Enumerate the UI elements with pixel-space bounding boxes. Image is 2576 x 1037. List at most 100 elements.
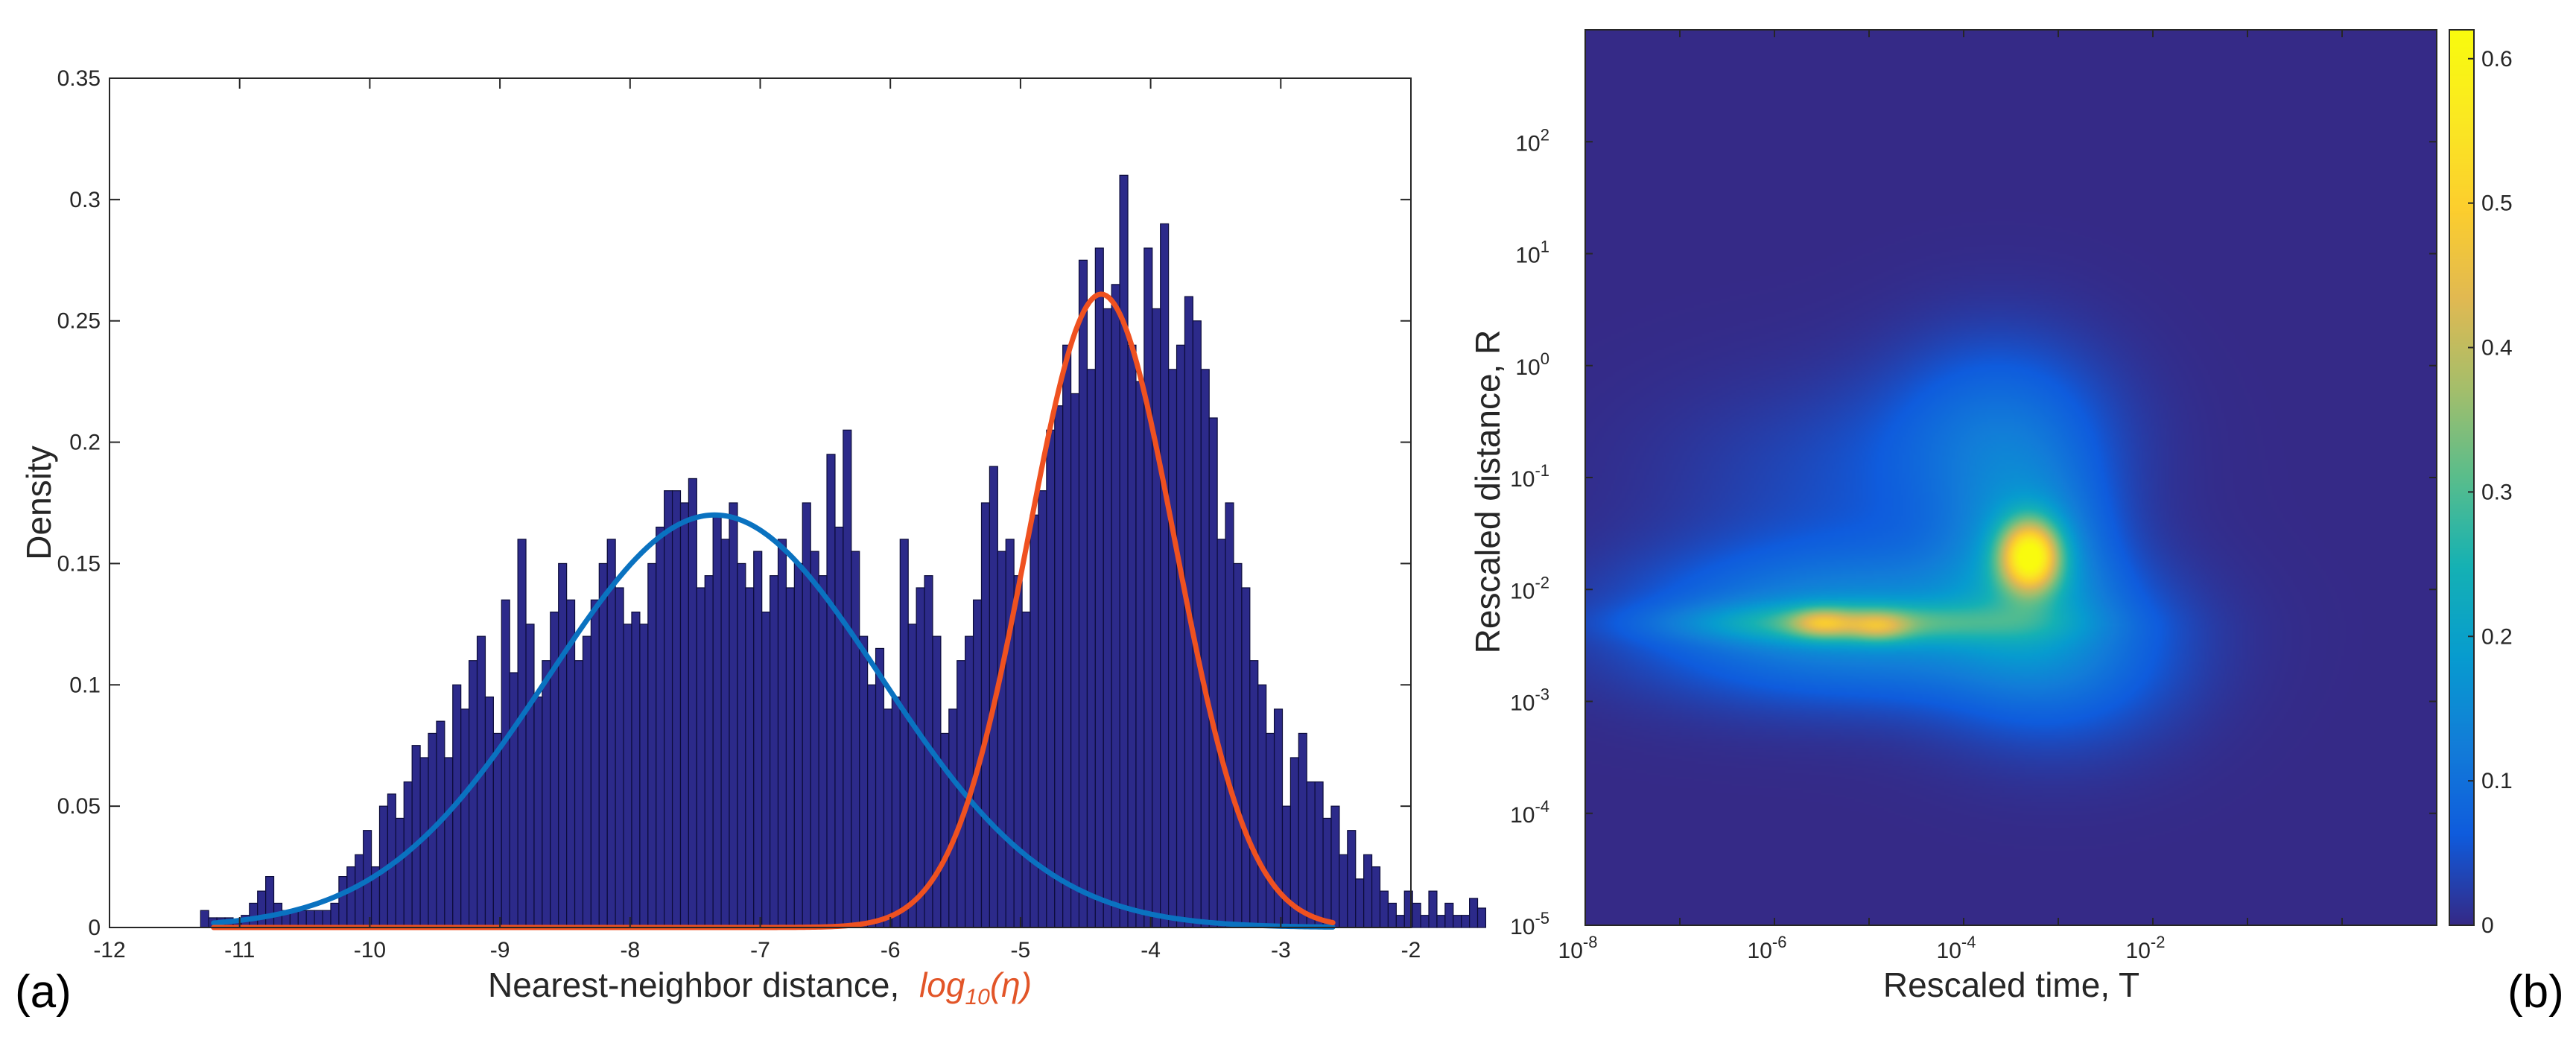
histogram-bar	[647, 562, 657, 928]
y-tick-label: 0	[88, 916, 101, 940]
histogram-bar	[615, 587, 624, 928]
histogram-bar	[330, 902, 340, 928]
histogram-bar	[1021, 611, 1031, 928]
histogram-bar	[891, 696, 901, 928]
panel-b-label: (b)	[2507, 966, 2564, 1018]
histogram-bar	[777, 539, 787, 928]
histogram-bar	[1281, 805, 1291, 928]
histogram-bar	[558, 562, 568, 928]
histogram-bar	[720, 539, 730, 928]
histogram-bar	[907, 624, 917, 928]
histogram-bar	[346, 866, 356, 928]
x-tick-label: 10-2	[2126, 933, 2166, 963]
histogram-bar	[1420, 915, 1430, 928]
colorbar-gradient	[2449, 30, 2474, 925]
histogram-bar	[1461, 915, 1471, 928]
histogram-bar	[509, 672, 518, 928]
histogram-bar	[1298, 732, 1307, 928]
heatmap-ylabel: Rescaled distance, R	[1468, 330, 1507, 654]
y-tick-label: 102	[1515, 125, 1549, 156]
y-tick-label: 0.15	[57, 551, 101, 576]
x-tick-label: -6	[881, 938, 901, 963]
histogram-bar	[859, 635, 869, 928]
histogram-bar	[679, 502, 690, 928]
histogram-bar	[745, 587, 755, 928]
histogram-bar	[249, 902, 258, 928]
histogram-bar	[338, 875, 348, 928]
histogram-bar	[355, 854, 364, 928]
histogram-bar	[1135, 381, 1145, 928]
histogram-bar	[1192, 320, 1202, 928]
histogram-bar	[810, 551, 819, 928]
histogram-xlabel-math: log10(η)	[919, 965, 1032, 1009]
tick-base: 10	[1510, 915, 1535, 939]
histogram-bar	[1339, 854, 1348, 928]
histogram-bar	[1225, 502, 1234, 928]
y-tick-label: 0.3	[69, 188, 101, 212]
histogram-y-ticks: 0 0.05 0.1 0.15 0.2 0.25 0.3 0.35	[57, 66, 1411, 940]
tick-base: 10	[1510, 803, 1535, 828]
y-tick-label: 0.2	[69, 431, 101, 455]
histogram-bar	[444, 757, 454, 928]
histogram-bar	[1086, 369, 1096, 928]
histogram-bar	[883, 708, 892, 928]
histogram-bar	[623, 624, 632, 928]
histogram-bar	[1453, 915, 1462, 928]
histogram-bar	[1152, 308, 1161, 928]
histogram-bar	[1314, 781, 1324, 928]
tick-base: 10	[1510, 691, 1535, 716]
panel-a: -12 -11 -10 -9 -8 -7 -6 -5 -4 -3 -2 0 0.05 0.1 0.15 0.…	[15, 66, 1487, 1018]
histogram-bar	[1127, 344, 1137, 928]
histogram-bar	[916, 587, 925, 928]
histogram-bar	[1216, 539, 1226, 928]
histogram-bar	[395, 817, 405, 928]
histogram-bar	[1233, 562, 1243, 928]
histogram-bar	[469, 660, 478, 928]
x-tick-label: -2	[1401, 938, 1421, 963]
histogram-bar	[411, 745, 421, 928]
histogram-bar	[1363, 854, 1373, 928]
histogram-ylabel: Density	[19, 445, 58, 559]
histogram-bar	[257, 890, 267, 928]
y-tick-label: 0.05	[57, 794, 101, 819]
histogram-bar	[533, 696, 543, 928]
histogram-bar	[606, 539, 616, 928]
histogram-bar	[1330, 805, 1340, 928]
fit-curve-low-mode	[211, 512, 1336, 930]
y-tick-label: 10-3	[1510, 685, 1549, 716]
histogram-bar	[1208, 417, 1218, 928]
histogram-xlabel: Nearest-neighbor distance, log10(η)	[488, 965, 1032, 1009]
histogram-bar	[671, 490, 682, 928]
panel-b: 10-8 10-6 10-4 10-2 10-510-410-310-210-1100…	[1468, 29, 2564, 1018]
tick-exponent: 0	[1541, 349, 1549, 368]
heatmap-density	[1585, 30, 2437, 925]
histogram-bar	[1103, 308, 1112, 928]
x-tick-label: -5	[1011, 938, 1031, 963]
x-tick-label: -4	[1141, 938, 1161, 963]
histogram-bar	[1249, 660, 1259, 928]
tick-exponent: -2	[2151, 933, 2166, 951]
y-tick-label: 0.1	[69, 673, 101, 697]
histogram-bar	[265, 875, 275, 928]
tick-exponent: -4	[1961, 933, 1976, 951]
histogram-bar	[656, 526, 665, 928]
histogram-xlabel-text: Nearest-neighbor distance,	[488, 965, 909, 1004]
colorbar-tick-label: 0	[2481, 913, 2494, 938]
y-tick-label: 0.25	[57, 309, 101, 334]
histogram-bar	[737, 562, 746, 928]
histogram-bar	[1111, 284, 1120, 928]
histogram-bar	[517, 539, 527, 928]
histogram-bar	[1046, 429, 1056, 928]
histogram-bar	[729, 502, 738, 928]
histogram-bar	[793, 562, 803, 928]
histogram-bar	[712, 514, 722, 928]
histogram-bar	[1469, 898, 1479, 928]
histogram-bar	[476, 635, 486, 928]
histogram-bar	[851, 551, 860, 928]
histogram-x-ticks: -12 -11 -10 -9 -8 -7 -6 -5 -4 -3 -2	[93, 78, 1421, 963]
histogram-bar	[1371, 866, 1381, 928]
histogram-bar	[1013, 575, 1023, 928]
histogram-bar	[696, 587, 705, 928]
tick-exponent: -2	[1535, 573, 1549, 592]
histogram-bar	[1412, 902, 1421, 928]
